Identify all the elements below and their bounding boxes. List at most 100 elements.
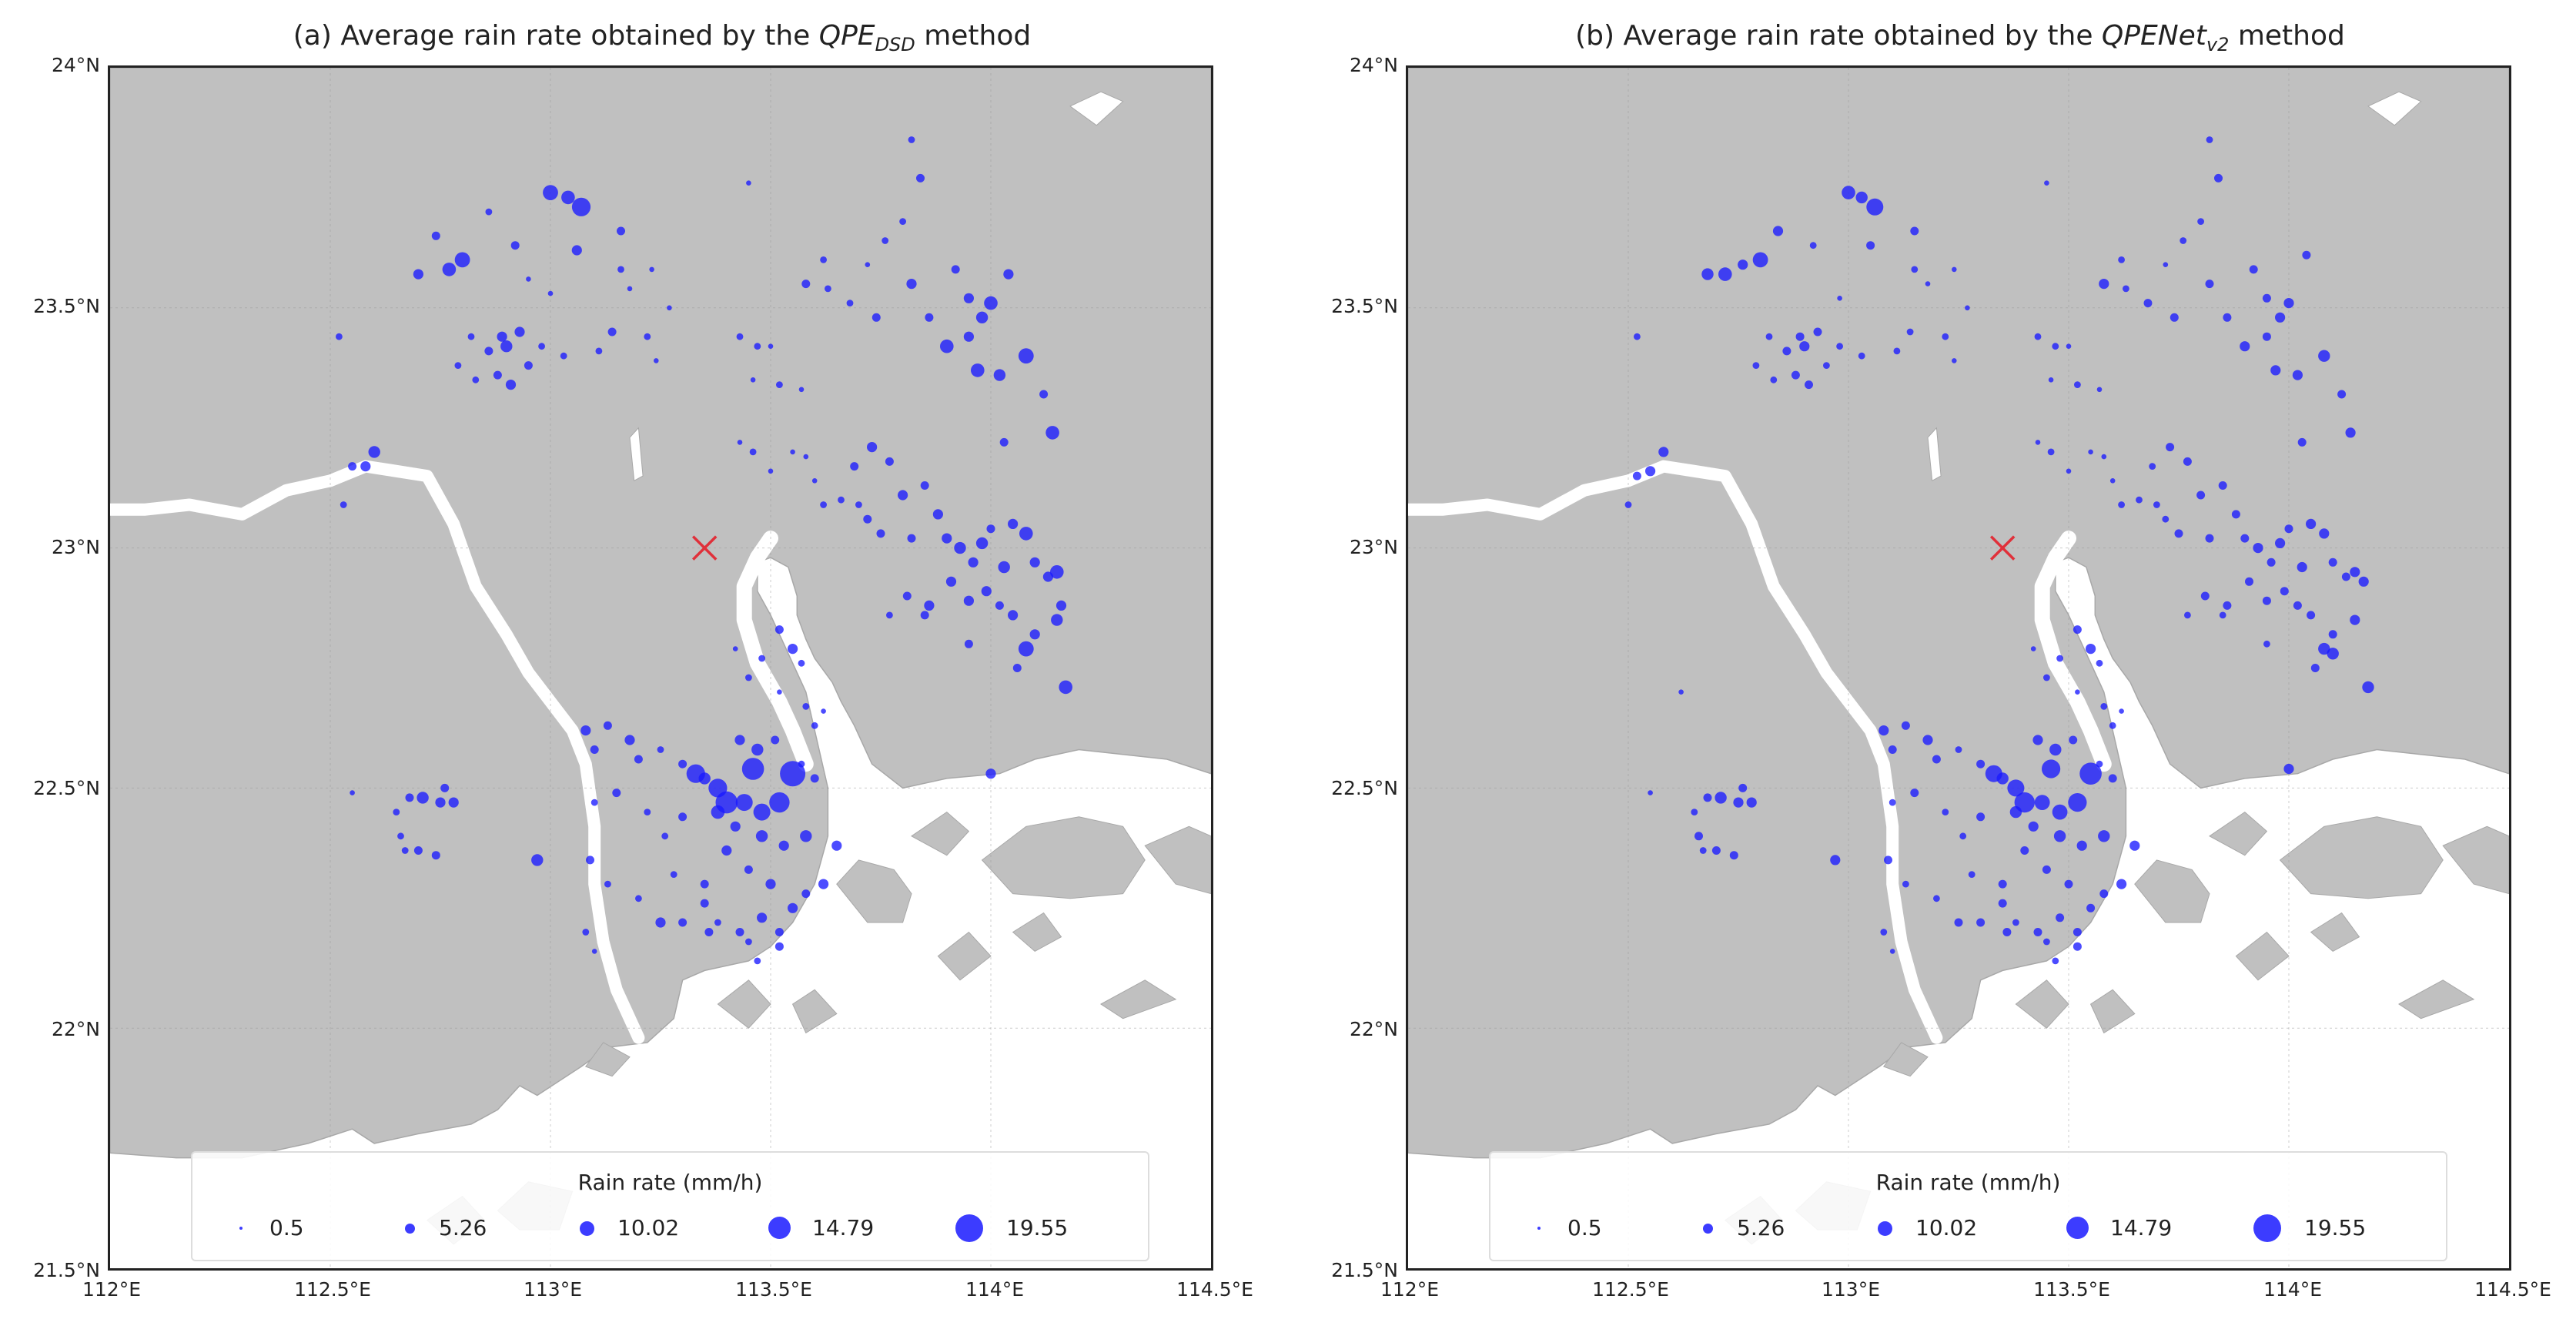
radar-site-x-icon — [1989, 535, 2016, 561]
rain-gauge-marker — [655, 917, 666, 928]
lon-label: 114°E — [965, 1278, 1024, 1301]
rain-gauge-marker — [2318, 642, 2330, 655]
rain-gauge-marker — [1888, 745, 1897, 754]
rain-gauge-marker — [1976, 918, 1986, 927]
rain-gauge-marker — [678, 918, 687, 927]
rain-gauge-marker — [942, 533, 952, 544]
rain-gauge-marker — [924, 600, 935, 611]
panel-b: (b) Average rain rate obtained by the QP… — [1298, 0, 2576, 1336]
rain-gauge-marker — [1893, 347, 1901, 355]
rain-gauge-marker — [906, 279, 917, 290]
rain-gauge-marker — [1051, 614, 1063, 626]
rain-gauge-marker — [670, 871, 677, 878]
rain-gauge-marker — [2086, 644, 2096, 655]
legend-item: 19.55 — [951, 1213, 1105, 1244]
rain-gauge-marker — [580, 725, 591, 736]
island — [981, 816, 1146, 899]
rain-gauge-marker — [686, 764, 705, 783]
rain-gauge-marker — [2043, 674, 2050, 681]
rain-gauge-marker — [1678, 689, 1684, 695]
island — [2442, 825, 2509, 895]
legend-item: 0.5 — [223, 1213, 316, 1244]
rain-gauge-marker — [1968, 871, 1975, 878]
rain-gauge-marker — [721, 845, 732, 856]
rain-gauge-marker — [2166, 443, 2175, 452]
rain-gauge-marker — [1795, 332, 1805, 341]
rain-gauge-marker — [753, 803, 771, 821]
rain-gauge-marker — [2307, 611, 2316, 620]
rain-gauge-marker — [995, 601, 1004, 610]
rain-gauge-marker — [413, 269, 423, 280]
rain-gauge-marker — [1752, 362, 1760, 369]
map-canvas[interactable] — [110, 68, 1211, 1268]
legend-item: 0.5 — [1521, 1213, 1614, 1244]
mainland-landmass — [110, 68, 1211, 1159]
legend-title: Rain rate (mm/h) — [577, 1170, 763, 1195]
rain-gauge-marker — [971, 363, 985, 377]
rain-gauge-marker — [2163, 262, 2169, 267]
rain-gauge-marker — [2284, 524, 2293, 534]
island — [2398, 979, 2475, 1020]
rain-gauge-marker — [417, 792, 429, 804]
rain-gauge-marker — [850, 462, 859, 471]
rain-gauge-marker — [1942, 333, 1949, 340]
rain-gauge-marker — [1889, 799, 1896, 806]
map-frame[interactable]: Rain rate (mm/h) 0.5 5.26 10.02 14.79 19… — [1406, 65, 2511, 1271]
legend-value: 19.55 — [1006, 1215, 1069, 1241]
rain-gauge-marker — [1765, 333, 1773, 340]
rain-gauge-marker — [590, 745, 599, 754]
rain-gauge-marker — [2032, 735, 2043, 745]
rain-gauge-marker — [2245, 577, 2253, 586]
rain-gauge-marker — [998, 561, 1010, 574]
pearl-river — [736, 531, 814, 772]
rain-gauge-marker — [2073, 928, 2082, 936]
rain-gauge-marker — [968, 557, 979, 568]
rain-gauge-marker — [700, 899, 709, 908]
rain-gauge-marker — [634, 755, 643, 764]
lon-label: 113.5°E — [735, 1278, 812, 1301]
rain-gauge-marker — [746, 180, 751, 186]
rain-gauge-marker — [1998, 879, 2007, 889]
rain-gauge-marker — [2042, 759, 2061, 778]
rain-gauge-marker — [800, 830, 812, 842]
rain-gauge-marker — [1715, 792, 1727, 804]
rain-gauge-marker — [1965, 305, 1970, 311]
rain-gauge-marker — [2101, 454, 2107, 460]
legend-item: 19.55 — [2249, 1213, 2403, 1244]
island — [2015, 979, 2069, 1029]
lon-label: 112.5°E — [1592, 1278, 1669, 1301]
rain-gauge-marker — [1694, 832, 1703, 841]
island — [937, 931, 992, 981]
lat-label: 21.5°N — [33, 1259, 100, 1281]
rain-gauge-marker — [1018, 641, 1034, 657]
rain-gauge-marker — [2162, 515, 2170, 523]
rain-gauge-marker — [780, 761, 806, 787]
rain-gauge-marker — [2020, 846, 2029, 855]
rain-gauge-marker — [2052, 957, 2059, 965]
rain-gauge-marker — [2096, 387, 2103, 393]
rain-gauge-marker — [774, 625, 784, 635]
radar-x-stroke — [1989, 535, 2016, 561]
map-canvas[interactable] — [1408, 68, 2509, 1268]
rain-gauge-marker — [1809, 242, 1817, 249]
radar-x-stroke — [691, 535, 718, 561]
rain-gauge-marker — [2129, 840, 2140, 851]
lon-label: 114.5°E — [1176, 1278, 1253, 1301]
rain-gauge-marker — [627, 286, 633, 292]
map-frame[interactable]: Rain rate (mm/h) 0.5 5.26 10.02 14.79 19… — [108, 65, 1213, 1271]
mainland-landmass — [1408, 68, 2509, 1159]
legend-value: 14.79 — [2110, 1215, 2173, 1241]
rain-gauge-marker — [524, 361, 533, 370]
rain-gauge-marker — [612, 789, 621, 798]
rain-gauge-marker — [1901, 721, 1910, 730]
rain-gauge-marker — [1880, 929, 1888, 936]
rain-gauge-marker — [1055, 600, 1067, 611]
rain-gauge-marker — [500, 340, 513, 353]
rain-gauge-marker — [820, 256, 827, 263]
rain-gauge-marker — [863, 514, 872, 524]
rain-gauge-marker — [360, 461, 371, 472]
panel-title: (b) Average rain rate obtained by the QP… — [1575, 20, 2345, 56]
rain-gauge-marker — [635, 895, 642, 902]
rain-gauge-marker — [820, 501, 827, 508]
rain-gauge-marker — [737, 440, 743, 445]
